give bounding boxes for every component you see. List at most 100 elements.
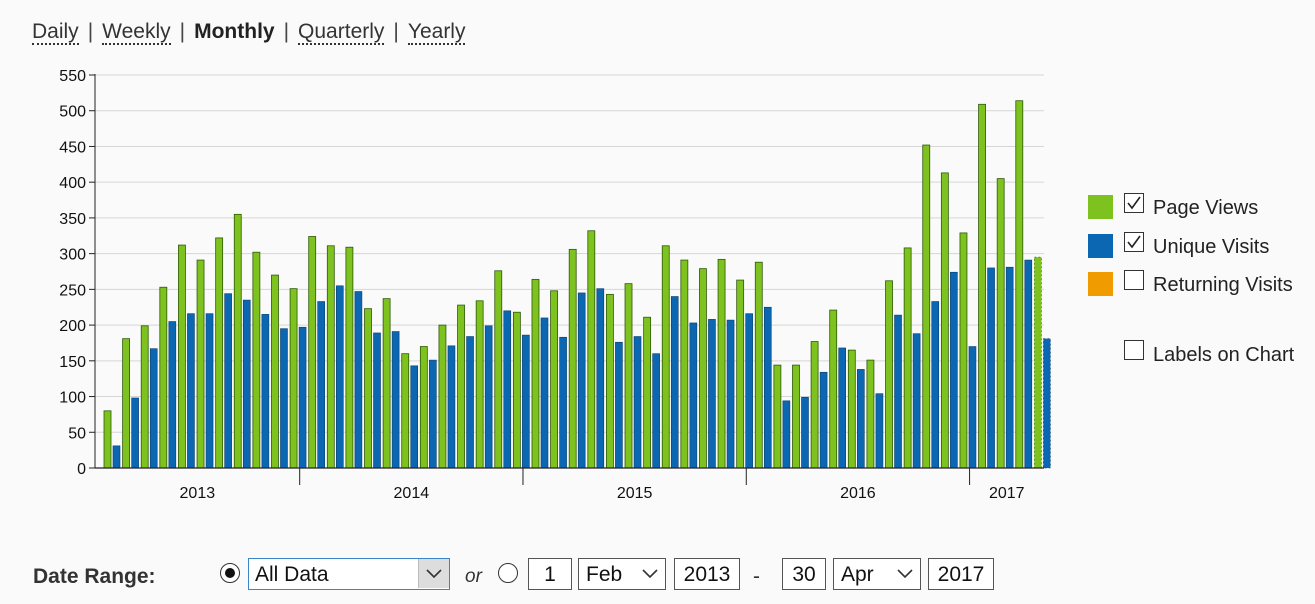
- bar: [242, 299, 251, 469]
- bar: [364, 308, 372, 469]
- bar: [717, 258, 726, 469]
- bar: [652, 353, 660, 469]
- bar: [335, 285, 344, 469]
- from-month-select[interactable]: Feb: [578, 558, 666, 590]
- y-tick-label: 0: [77, 461, 86, 478]
- y-tick-label: 550: [59, 68, 86, 85]
- bar: [112, 445, 121, 469]
- legend-item-returning-visits[interactable]: Returning Visits: [1088, 270, 1315, 296]
- bar: [438, 324, 447, 469]
- bar: [801, 396, 809, 469]
- x-tick-label: 2014: [394, 485, 430, 502]
- bar: [522, 334, 530, 469]
- checkmark-icon: [1127, 196, 1141, 210]
- period-yearly-link[interactable]: Yearly: [407, 20, 466, 45]
- chevron-down-icon: [897, 569, 913, 579]
- bar: [103, 410, 112, 469]
- bar: [838, 347, 847, 469]
- labels-on-chart-label: Labels on Chart: [1153, 344, 1295, 366]
- bar: [978, 103, 986, 469]
- bar: [159, 286, 168, 469]
- bar: [280, 328, 288, 469]
- bar: [252, 251, 261, 469]
- labels-on-chart-option[interactable]: Labels on Chart: [1088, 340, 1315, 366]
- bar: [205, 313, 214, 469]
- period-daily-link[interactable]: Daily: [32, 20, 79, 45]
- bar: [847, 349, 856, 469]
- bar: [224, 293, 232, 469]
- bar: [633, 336, 642, 469]
- bar: [615, 341, 623, 469]
- bar: [196, 259, 205, 469]
- bar: [885, 280, 893, 469]
- bar: [680, 259, 689, 469]
- bar: [484, 325, 493, 469]
- y-tick-label: 100: [59, 390, 86, 407]
- bar: [233, 213, 242, 469]
- custom-range-radio[interactable]: [498, 563, 518, 583]
- bar: [354, 291, 363, 469]
- bar: [503, 310, 512, 469]
- all-data-radio[interactable]: [220, 563, 240, 583]
- range-separator: -: [753, 565, 760, 588]
- period-weekly-link[interactable]: Weekly: [102, 20, 171, 45]
- bar: [131, 397, 139, 469]
- bar: [782, 400, 791, 469]
- unique-visits-swatch: [1088, 234, 1113, 258]
- legend-item-unique-visits[interactable]: Unique Visits: [1088, 232, 1315, 258]
- date-preset-select[interactable]: All Data: [248, 558, 450, 590]
- legend-label: Returning Visits: [1153, 274, 1293, 296]
- bar: [624, 283, 633, 469]
- bar: [168, 321, 177, 469]
- returning-visits-swatch: [1088, 272, 1113, 296]
- date-preset-value: All Data: [255, 563, 329, 586]
- y-tick-label: 50: [68, 425, 86, 442]
- bar: [345, 246, 354, 469]
- to-day-input[interactable]: 30: [782, 558, 826, 590]
- bar: [1015, 100, 1024, 469]
- bar: [178, 244, 186, 469]
- bar: [587, 230, 596, 469]
- bar: [382, 298, 391, 469]
- y-tick-label: 350: [59, 211, 86, 228]
- bar: [968, 346, 977, 469]
- bar: [308, 236, 317, 469]
- bar: [540, 317, 549, 469]
- x-tick-label: 2017: [989, 485, 1025, 502]
- period-quarterly-link[interactable]: Quarterly: [298, 20, 385, 45]
- from-year-input[interactable]: 2013: [674, 558, 740, 590]
- to-month-select[interactable]: Apr: [833, 558, 921, 590]
- page-views-checkbox[interactable]: [1124, 193, 1144, 213]
- bar: [559, 336, 567, 469]
- from-month-value: Feb: [586, 563, 623, 586]
- bar: [215, 237, 224, 469]
- x-tick-label: 2015: [617, 485, 653, 502]
- bar: [475, 300, 484, 469]
- bar: [699, 268, 707, 469]
- date-range-label: Date Range:: [33, 565, 156, 588]
- legend-item-page-views[interactable]: Page Views: [1088, 193, 1315, 219]
- bar: [745, 313, 753, 469]
- bar: [987, 267, 995, 469]
- bar: [261, 314, 270, 469]
- to-year-input[interactable]: 2017: [928, 558, 994, 590]
- bar: [661, 245, 670, 469]
- bar: [401, 353, 410, 469]
- bar: [754, 261, 763, 469]
- bar: [512, 311, 521, 469]
- labels-on-chart-checkbox[interactable]: [1124, 340, 1144, 360]
- bar: [531, 278, 540, 469]
- from-day-input[interactable]: 1: [528, 558, 572, 590]
- bar: [494, 270, 503, 469]
- returning-visits-checkbox[interactable]: [1124, 270, 1144, 290]
- bar: [447, 345, 456, 469]
- y-axis: 0 50 100 150 200 250 300 350 400 450 500 550: [59, 68, 96, 478]
- bar: [373, 332, 381, 469]
- unique-visits-checkbox[interactable]: [1124, 232, 1144, 252]
- bar: [577, 292, 586, 469]
- bar: [763, 306, 772, 469]
- bar: [457, 304, 465, 469]
- bar: [931, 301, 940, 469]
- from-day-value: 1: [544, 563, 556, 586]
- bar: [419, 346, 428, 469]
